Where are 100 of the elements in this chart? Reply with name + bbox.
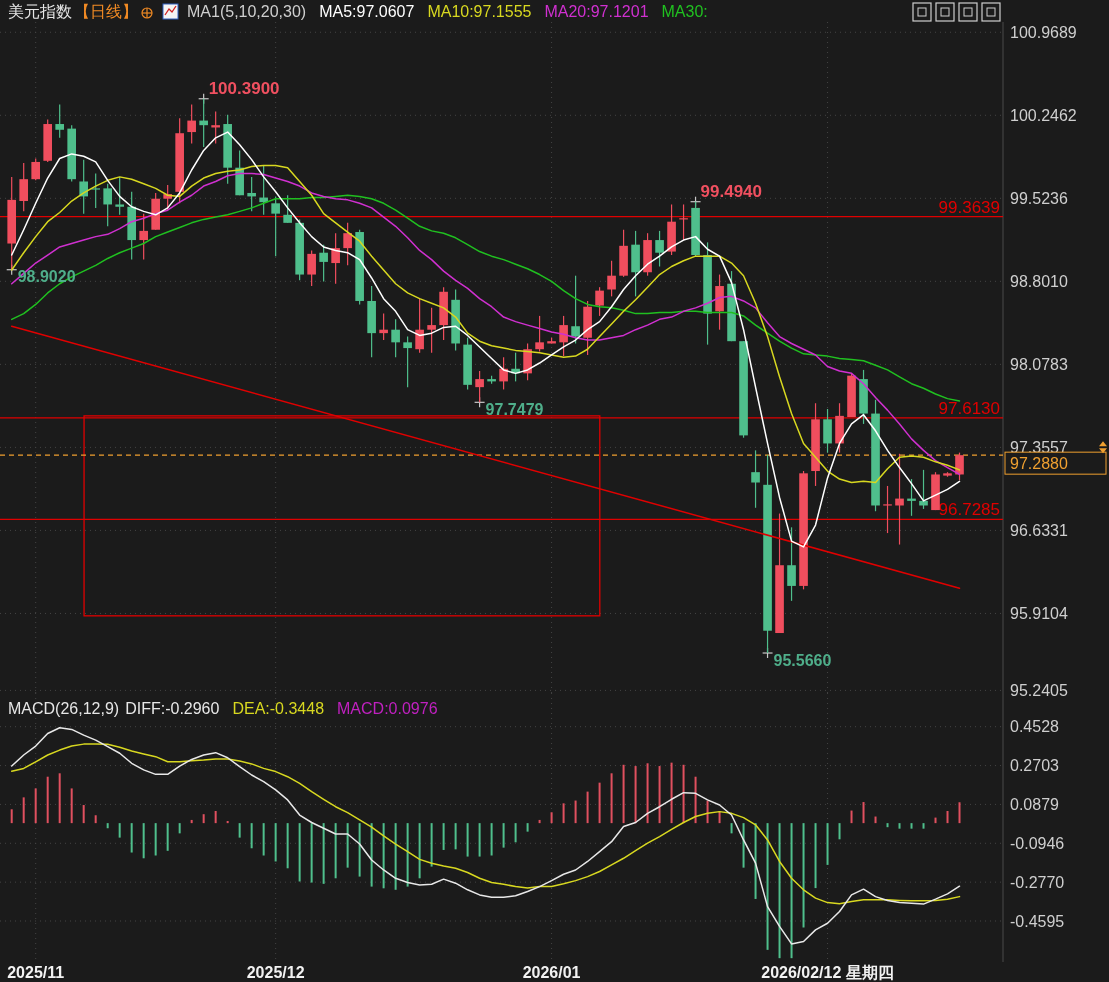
candlestick — [499, 356, 508, 391]
text: DIFF:-0.2960 — [125, 700, 220, 717]
candlestick — [211, 110, 220, 145]
candlestick — [79, 159, 88, 215]
candlestick — [187, 103, 196, 145]
ref-line-label: 97.6130 — [938, 398, 1000, 418]
candlestick — [571, 275, 580, 345]
candlestick — [607, 260, 616, 297]
bar — [898, 823, 901, 829]
y-tick-label: 0.2703 — [1010, 757, 1060, 775]
y-tick-label: -0.4595 — [1010, 912, 1065, 930]
bar — [502, 823, 505, 848]
bar — [730, 823, 733, 834]
bar — [682, 764, 685, 824]
bar — [406, 823, 409, 887]
candlestick — [427, 307, 436, 354]
bar — [826, 823, 829, 865]
bar — [478, 823, 481, 857]
y-tick-label: 97.3557 — [1010, 438, 1068, 456]
chart-subtitle: 【日线】 — [74, 3, 138, 20]
bar — [118, 823, 121, 838]
candlestick — [883, 485, 892, 534]
candlestick — [247, 176, 256, 212]
bar — [262, 823, 265, 856]
bar — [910, 823, 913, 829]
bar — [226, 821, 229, 824]
bar — [838, 823, 841, 840]
bar — [622, 764, 625, 824]
legend-title: MA1(5,10,20,30) — [187, 3, 307, 20]
bar — [778, 823, 781, 959]
bar — [802, 823, 805, 928]
bar — [286, 823, 289, 869]
bar — [334, 823, 337, 879]
y-tick-label: -0.2770 — [1010, 873, 1065, 891]
y-tick-label: 98.0783 — [1010, 355, 1068, 373]
candlestick — [655, 230, 664, 268]
bar — [142, 823, 145, 859]
y-tick-label: 100.2462 — [1010, 106, 1077, 124]
bar — [538, 819, 541, 824]
bar — [814, 823, 817, 889]
candlestick — [331, 232, 340, 285]
bar — [166, 823, 169, 851]
candlestick — [19, 162, 29, 212]
y-tick-label: 0.4528 — [1010, 718, 1060, 736]
candlestick — [31, 157, 41, 181]
bar — [10, 809, 13, 824]
candlestick — [895, 453, 904, 546]
bar — [766, 823, 769, 950]
text: MA5:97.0607 — [319, 3, 415, 20]
bar — [658, 766, 661, 824]
candlestick — [391, 318, 400, 358]
bar — [442, 823, 445, 850]
bar — [550, 812, 553, 824]
candlestick — [955, 452, 964, 481]
line-series — [10, 726, 961, 945]
candlestick — [595, 286, 604, 317]
bar — [490, 823, 493, 856]
bar — [958, 802, 961, 824]
candlestick — [415, 298, 424, 354]
annotation: 99.4940 — [700, 182, 763, 202]
text: MA10:97.1555 — [427, 3, 532, 20]
annotation: 95.5660 — [773, 651, 832, 669]
candlestick — [403, 335, 412, 388]
y-tick-label: 98.8010 — [1010, 272, 1068, 290]
y-tick-label: 95.9104 — [1010, 604, 1068, 622]
bar — [670, 762, 673, 824]
bar — [322, 823, 325, 884]
annotation: MACD:0.0976 — [337, 700, 438, 717]
bar — [526, 823, 529, 832]
candlestick — [91, 172, 100, 209]
annotation: 97.7479 — [485, 400, 544, 418]
x-tick-label: 2026/01 — [522, 963, 581, 981]
bar — [874, 816, 877, 824]
bar — [742, 823, 745, 868]
y-tick-label: -0.0946 — [1010, 834, 1065, 852]
bar — [58, 773, 61, 824]
bar — [382, 823, 385, 889]
bar — [190, 819, 193, 824]
bar — [946, 810, 949, 824]
x-tick-label: 2026/02/12 星期四 — [761, 963, 894, 981]
candlestick — [343, 222, 352, 266]
line-series — [10, 743, 961, 905]
bar — [514, 823, 517, 843]
bar — [70, 788, 73, 824]
x-tick-label: 2025/12 — [246, 963, 305, 981]
y-tick-label: 100.9689 — [1010, 23, 1077, 41]
bar — [394, 823, 397, 890]
y-tick-label: 96.6331 — [1010, 521, 1068, 539]
bar — [94, 815, 97, 824]
bar — [310, 823, 313, 883]
ref-line-label: 96.7285 — [938, 500, 1000, 520]
bar — [370, 823, 373, 887]
bar — [610, 773, 613, 824]
y-tick-label: 95.2405 — [1010, 681, 1068, 699]
bar — [82, 805, 85, 824]
bar — [574, 800, 577, 824]
bar — [454, 823, 457, 850]
bar — [694, 776, 697, 824]
y-tick-label: 99.5236 — [1010, 189, 1068, 207]
candlestick — [319, 244, 328, 283]
